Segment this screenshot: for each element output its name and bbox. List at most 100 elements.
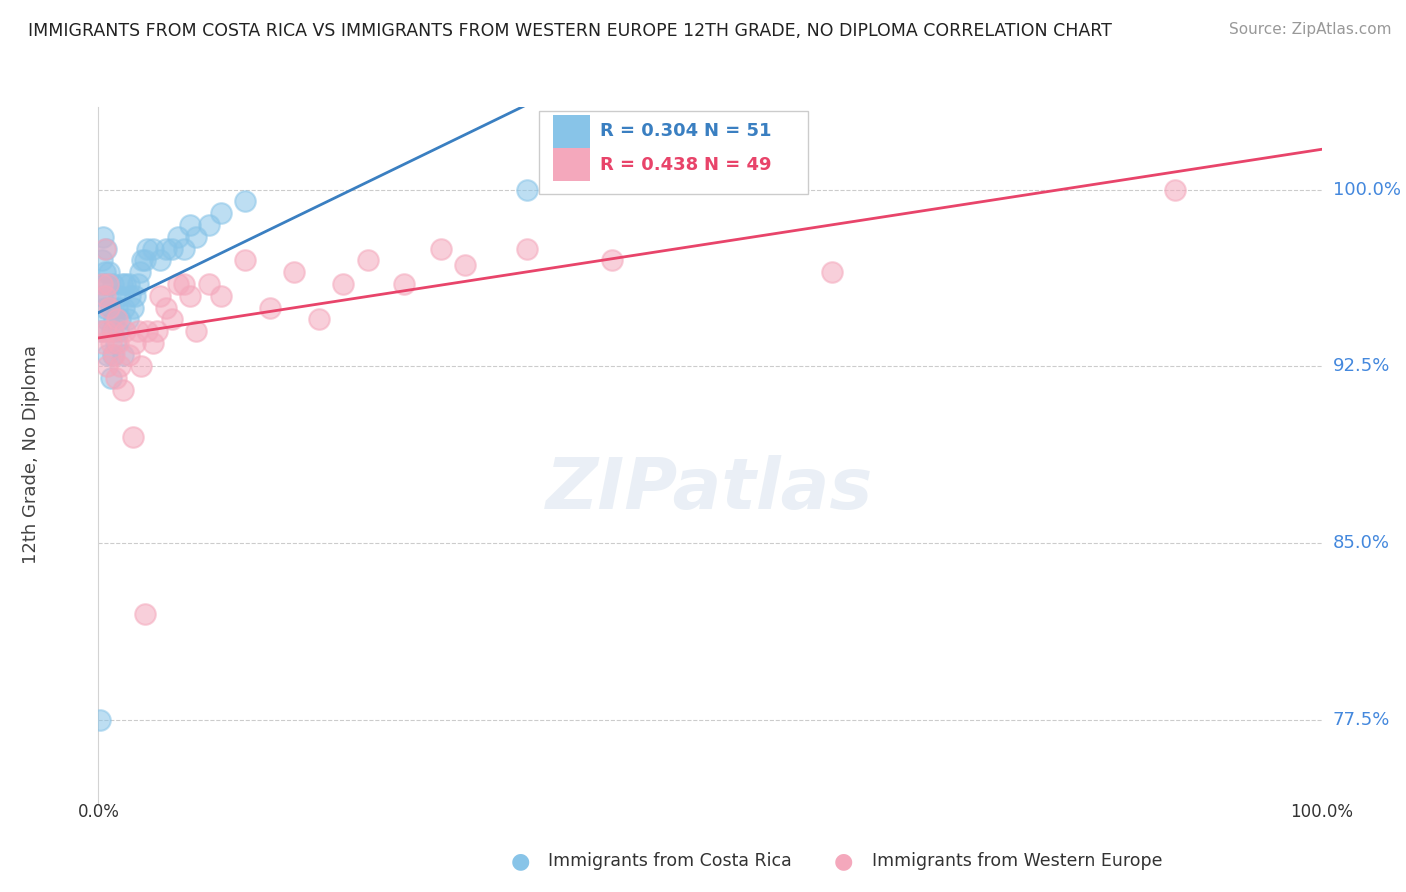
Point (103, 348, 125, 362)
Point (149, 253, 172, 268)
Point (107, 335, 129, 350)
Point (94, 324, 117, 338)
Text: R = 0.304: R = 0.304 (600, 122, 697, 140)
Point (118, 277, 141, 291)
Point (259, 301, 281, 315)
Point (90, 324, 112, 338)
Point (155, 242, 177, 256)
Point (114, 277, 136, 291)
Text: N = 51: N = 51 (704, 122, 772, 140)
Point (197, 218, 219, 232)
Point (142, 335, 165, 350)
Point (167, 229, 190, 244)
Point (515, 242, 537, 256)
Point (90, 324, 112, 338)
Point (107, 324, 129, 338)
Point (142, 242, 165, 256)
Point (283, 265, 305, 279)
Point (110, 312, 132, 326)
Point (103, 312, 125, 326)
Point (149, 289, 172, 303)
Text: 12th Grade, No Diploma: 12th Grade, No Diploma (22, 345, 41, 565)
Point (600, 253, 623, 268)
Point (821, 265, 844, 279)
Point (101, 324, 124, 338)
Point (117, 312, 139, 326)
Point (430, 242, 453, 256)
Point (111, 348, 134, 362)
Point (127, 277, 149, 291)
Point (91, 335, 114, 350)
Point (120, 289, 142, 303)
Point (173, 242, 195, 256)
Point (118, 348, 141, 362)
Point (179, 218, 201, 232)
Point (91, 253, 114, 268)
Point (136, 324, 159, 338)
Point (94, 242, 117, 256)
Point (96, 359, 118, 374)
Point (93, 265, 115, 279)
FancyBboxPatch shape (538, 111, 808, 194)
Point (332, 277, 354, 291)
Text: ZIPatlas: ZIPatlas (547, 455, 873, 524)
Point (356, 253, 378, 268)
Point (131, 253, 153, 268)
Text: 100.0%: 100.0% (1333, 180, 1400, 199)
Point (186, 324, 208, 338)
Point (91, 229, 114, 244)
Text: Immigrants from Costa Rica: Immigrants from Costa Rica (548, 852, 792, 870)
Point (100, 301, 122, 315)
Point (96, 277, 118, 291)
Point (93, 289, 115, 303)
Point (111, 277, 134, 291)
Text: 85.0%: 85.0% (1333, 534, 1389, 552)
Point (308, 312, 330, 326)
Point (160, 242, 183, 256)
Text: 0.0%: 0.0% (77, 803, 120, 821)
Point (124, 289, 146, 303)
FancyBboxPatch shape (554, 115, 591, 148)
Point (121, 430, 143, 444)
Point (134, 253, 156, 268)
Text: 77.5%: 77.5% (1333, 711, 1391, 730)
Point (129, 359, 152, 374)
Point (108, 289, 131, 303)
Point (197, 277, 219, 291)
Text: ●: ● (834, 851, 853, 871)
Point (209, 206, 232, 220)
Text: 100.0%: 100.0% (1291, 803, 1353, 821)
FancyBboxPatch shape (554, 148, 591, 181)
Point (105, 301, 128, 315)
Point (101, 277, 124, 291)
Point (167, 277, 190, 291)
Point (104, 335, 127, 350)
Point (97, 289, 120, 303)
Point (186, 229, 208, 244)
Point (515, 183, 537, 197)
Text: ●: ● (510, 851, 530, 871)
Point (98, 265, 121, 279)
Point (114, 324, 136, 338)
Point (98, 301, 121, 315)
Text: Immigrants from Western Europe: Immigrants from Western Europe (872, 852, 1163, 870)
Point (93, 301, 115, 315)
Point (111, 383, 134, 397)
Point (101, 324, 124, 338)
Point (155, 301, 177, 315)
Point (89, 713, 111, 727)
Point (100, 371, 122, 385)
Text: 92.5%: 92.5% (1333, 358, 1391, 376)
Point (93, 242, 115, 256)
Text: N = 49: N = 49 (704, 156, 772, 174)
Point (233, 253, 256, 268)
Point (160, 312, 183, 326)
Point (94, 312, 117, 326)
Point (392, 277, 416, 291)
Point (100, 335, 122, 350)
Point (121, 301, 143, 315)
Text: R = 0.438: R = 0.438 (600, 156, 699, 174)
Point (96, 348, 118, 362)
Point (127, 324, 149, 338)
Point (91, 289, 114, 303)
